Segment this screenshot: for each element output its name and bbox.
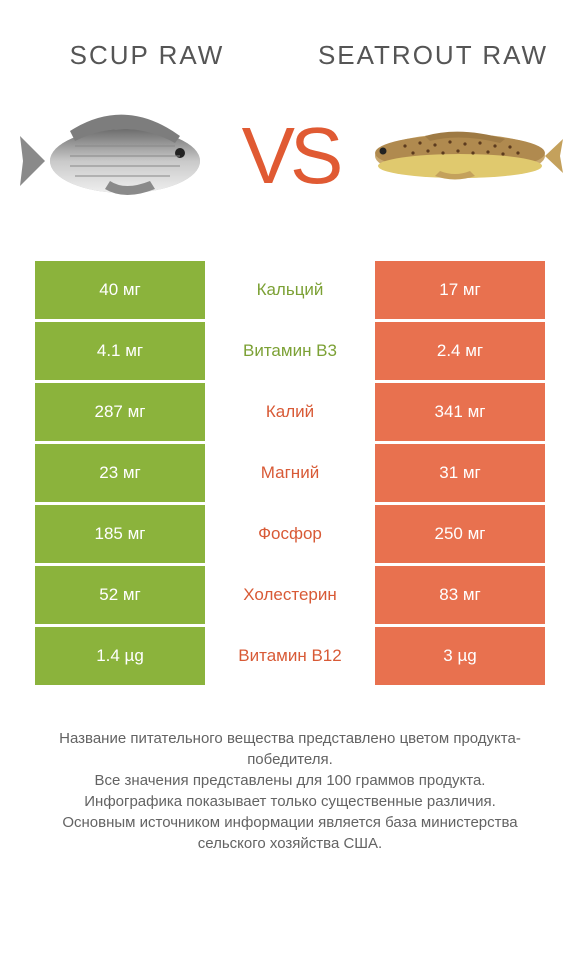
cell-left-value: 52 мг [35, 566, 205, 624]
left-fish-image [10, 86, 230, 226]
footer-line-2: Все значения представлены для 100 граммо… [40, 770, 540, 791]
cell-right-value: 31 мг [375, 444, 545, 502]
cell-nutrient-label: Холестерин [205, 566, 375, 624]
right-fish-image [350, 86, 570, 226]
table-row: 1.4 µgВитамин B123 µg [35, 627, 545, 685]
cell-nutrient-label: Фосфор [205, 505, 375, 563]
cell-right-value: 250 мг [375, 505, 545, 563]
cell-left-value: 185 мг [35, 505, 205, 563]
cell-left-value: 23 мг [35, 444, 205, 502]
footer-line-3: Инфографика показывает только существенн… [40, 791, 540, 812]
cell-left-value: 4.1 мг [35, 322, 205, 380]
table-row: 4.1 мгВитамин B32.4 мг [35, 322, 545, 380]
table-row: 185 мгФосфор250 мг [35, 505, 545, 563]
vs-label: VS [242, 110, 339, 202]
cell-right-value: 17 мг [375, 261, 545, 319]
cell-right-value: 341 мг [375, 383, 545, 441]
comparison-table: 40 мгКальций17 мг4.1 мгВитамин B32.4 мг2… [35, 261, 545, 688]
footer-line-4: Основным источником информации является … [40, 812, 540, 854]
table-row: 23 мгМагний31 мг [35, 444, 545, 502]
cell-right-value: 3 µg [375, 627, 545, 685]
images-row: VS [0, 81, 580, 261]
cell-left-value: 287 мг [35, 383, 205, 441]
cell-nutrient-label: Кальций [205, 261, 375, 319]
footer-text: Название питательного вещества представл… [40, 728, 540, 854]
cell-left-value: 1.4 µg [35, 627, 205, 685]
cell-nutrient-label: Витамин B3 [205, 322, 375, 380]
cell-right-value: 2.4 мг [375, 322, 545, 380]
cell-left-value: 40 мг [35, 261, 205, 319]
table-row: 287 мгКалий341 мг [35, 383, 545, 441]
table-row: 52 мгХолестерин83 мг [35, 566, 545, 624]
cell-nutrient-label: Калий [205, 383, 375, 441]
cell-nutrient-label: Магний [205, 444, 375, 502]
cell-nutrient-label: Витамин B12 [205, 627, 375, 685]
right-product-title: SEATROUT RAW [316, 40, 550, 71]
footer-line-1: Название питательного вещества представл… [40, 728, 540, 770]
header-row: SCUP RAW SEATROUT RAW [0, 0, 580, 81]
cell-right-value: 83 мг [375, 566, 545, 624]
left-product-title: SCUP RAW [30, 40, 264, 71]
table-row: 40 мгКальций17 мг [35, 261, 545, 319]
